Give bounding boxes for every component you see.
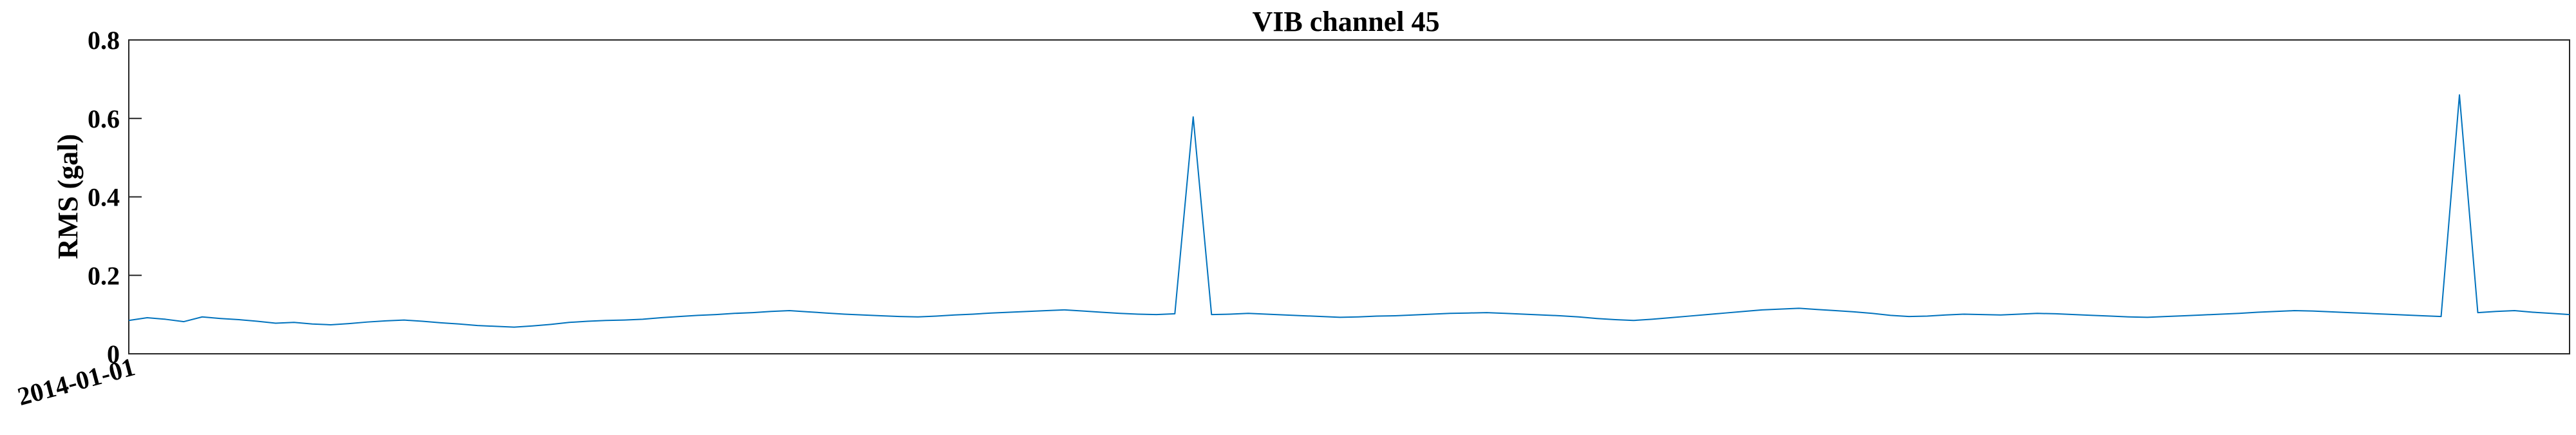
y-axis-label: RMS (gal) [52,134,84,259]
plot-area-frame [128,39,2570,354]
y-tick-label: 0 [107,340,120,369]
y-tick-label: 0.6 [88,104,120,133]
y-tick-label: 0.8 [88,26,120,55]
y-tick-label: 0.2 [88,261,120,290]
series-layer [128,94,2570,328]
y-tick-label: 0.4 [88,183,120,212]
series-line-0 [128,94,2570,328]
x-tick-label: 2014-01-01 [14,352,138,411]
chart-title: VIB channel 45 [1253,6,1440,37]
y-axis-ticks: 0 0.2 0.4 0.6 0.8 [88,26,142,369]
